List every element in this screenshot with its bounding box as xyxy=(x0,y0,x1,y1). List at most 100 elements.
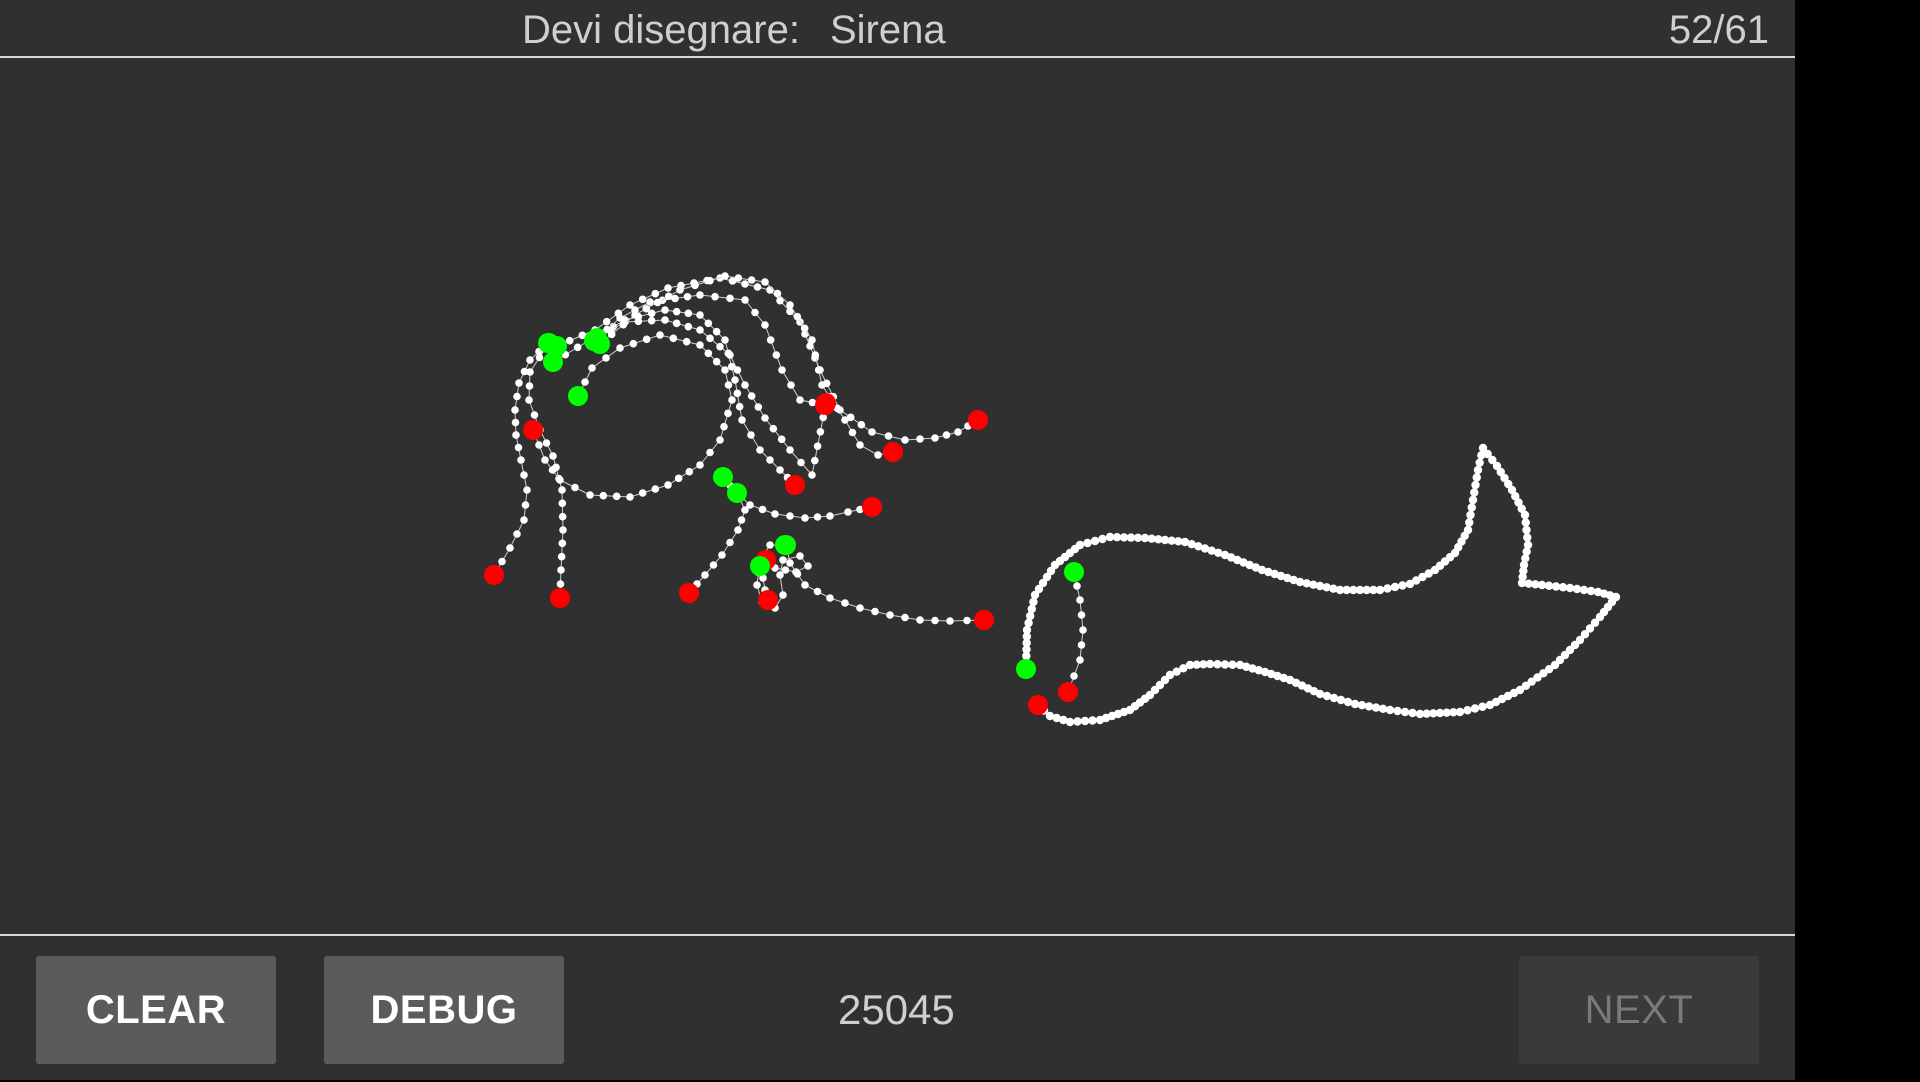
stroke-point xyxy=(1046,566,1056,576)
stroke-point xyxy=(1283,573,1292,583)
stroke-point xyxy=(1302,579,1311,588)
stroke-point xyxy=(558,512,567,521)
stroke-point xyxy=(1022,632,1032,641)
stroke-point xyxy=(1369,585,1378,595)
stroke-point xyxy=(776,296,784,305)
drawing-canvas[interactable] xyxy=(0,58,1795,934)
stroke-point xyxy=(746,501,754,509)
stroke-point xyxy=(786,301,794,309)
stroke-point xyxy=(771,510,779,518)
stroke-point xyxy=(1336,695,1346,705)
stroke-point xyxy=(1398,581,1407,590)
stroke-point xyxy=(712,327,721,336)
stroke-point xyxy=(1034,584,1044,594)
stroke-point xyxy=(557,552,566,561)
stroke-point xyxy=(734,526,742,534)
stroke-point xyxy=(844,508,852,516)
stroke-point xyxy=(1059,715,1068,725)
stroke-point xyxy=(1357,701,1367,710)
stroke-point xyxy=(741,296,749,304)
stroke-point xyxy=(548,466,557,474)
stroke-point xyxy=(535,441,543,449)
stroke-point xyxy=(759,574,767,582)
stroke-point xyxy=(1544,664,1554,674)
stroke-point xyxy=(498,557,506,566)
stroke-start-dot xyxy=(750,556,770,576)
stroke-point xyxy=(607,330,616,339)
stroke-point xyxy=(758,505,767,514)
stroke-end-dot xyxy=(550,588,570,608)
stroke-point xyxy=(616,344,624,352)
next-button[interactable]: NEXT xyxy=(1519,956,1759,1064)
stroke-point xyxy=(1147,534,1156,543)
stroke-point xyxy=(1422,709,1431,718)
stroke-point xyxy=(1105,532,1115,542)
stroke-point xyxy=(761,414,769,422)
stroke-point xyxy=(733,366,742,374)
stroke-point xyxy=(856,441,864,449)
stroke-point xyxy=(1471,480,1480,490)
stroke-start-dot xyxy=(590,334,610,354)
stroke-point xyxy=(963,616,971,625)
stroke-point xyxy=(901,613,909,622)
stroke-point xyxy=(1520,510,1530,520)
stroke-point xyxy=(1080,716,1090,726)
stroke-point xyxy=(857,420,866,429)
stroke-point xyxy=(1174,537,1183,546)
stroke-point xyxy=(1214,548,1223,558)
stroke-point xyxy=(741,506,749,514)
stroke-start-dot xyxy=(547,336,567,356)
stroke-point xyxy=(826,594,834,602)
stroke-point xyxy=(586,491,594,499)
stroke-point xyxy=(706,334,714,343)
stroke-point xyxy=(588,364,596,372)
stroke-point xyxy=(1551,582,1561,591)
stroke-end-dot xyxy=(974,610,994,630)
stroke-5 xyxy=(529,331,736,501)
stroke-point xyxy=(664,292,673,301)
stroke-12 xyxy=(782,541,988,625)
stroke-point xyxy=(1098,534,1107,544)
stroke-point xyxy=(833,404,842,413)
stroke-point xyxy=(1083,538,1092,548)
stroke-point xyxy=(1463,525,1473,535)
stroke-point xyxy=(711,292,719,301)
stroke-point xyxy=(1095,715,1105,725)
stroke-point xyxy=(1415,709,1425,719)
stroke-point xyxy=(726,351,734,359)
stroke-point xyxy=(1455,707,1465,717)
stroke-point xyxy=(712,357,721,366)
stroke-point xyxy=(1090,536,1100,546)
stroke-point xyxy=(1077,611,1086,619)
stroke-point xyxy=(558,499,567,508)
stroke-point xyxy=(1531,580,1540,589)
stroke-point xyxy=(766,286,774,294)
stroke-point xyxy=(1514,498,1523,507)
clear-button[interactable]: CLEAR xyxy=(36,956,276,1064)
stroke-endpoints-layer xyxy=(484,328,1084,715)
stroke-point xyxy=(1185,660,1195,670)
debug-button[interactable]: DEBUG xyxy=(324,956,564,1064)
stroke-point xyxy=(1235,660,1245,670)
stroke-point xyxy=(818,381,826,389)
stroke-point xyxy=(1030,590,1040,600)
stroke-point xyxy=(779,591,787,599)
stroke-point xyxy=(1521,681,1531,691)
stroke-point xyxy=(871,607,879,616)
stroke-point xyxy=(754,403,763,411)
stroke-start-dot xyxy=(543,352,563,372)
stroke-point xyxy=(1315,581,1325,591)
stroke-point xyxy=(549,452,557,460)
stroke-point xyxy=(720,422,728,431)
stroke-start-dot xyxy=(1016,659,1036,679)
stroke-point xyxy=(1205,659,1215,669)
stroke-point xyxy=(669,334,678,343)
stroke-point xyxy=(747,276,756,284)
stroke-point xyxy=(653,298,662,307)
stroke-point xyxy=(1112,533,1122,542)
stroke-point xyxy=(559,526,567,534)
stroke-point xyxy=(1485,700,1495,710)
stroke-point xyxy=(664,481,672,489)
stroke-point xyxy=(1385,705,1395,715)
stroke-point xyxy=(691,281,699,290)
